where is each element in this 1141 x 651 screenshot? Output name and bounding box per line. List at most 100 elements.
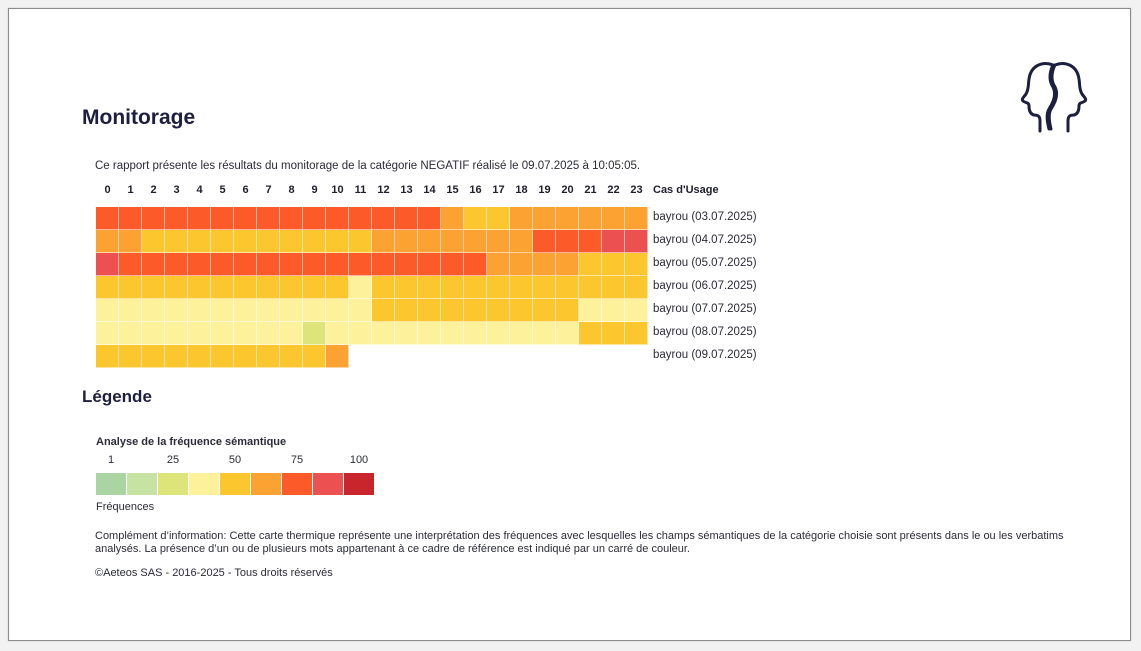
heatmap-cell xyxy=(165,253,188,276)
heatmap-cell xyxy=(602,230,625,253)
heatmap-cell xyxy=(464,322,487,345)
heatmap-cell xyxy=(165,322,188,345)
heatmap-cell xyxy=(372,207,395,230)
heatmap-cell xyxy=(326,322,349,345)
heatmap-cell xyxy=(395,230,418,253)
heatmap-cell xyxy=(211,322,234,345)
heatmap-cell xyxy=(579,322,602,345)
heatmap-cell xyxy=(326,207,349,230)
hour-label: 16 xyxy=(469,184,482,196)
report-page: Monitorage Ce rapport présente les résul… xyxy=(8,8,1131,641)
heatmap-cell xyxy=(257,230,280,253)
heatmap-cell xyxy=(234,207,257,230)
heatmap-cell xyxy=(188,276,211,299)
heatmap-cell xyxy=(464,207,487,230)
hour-label: 13 xyxy=(400,184,413,196)
heatmap-cell xyxy=(326,276,349,299)
legend-color-scale xyxy=(96,473,375,495)
hour-label: 12 xyxy=(377,184,390,196)
heatmap-cell xyxy=(510,207,533,230)
heatmap-cell xyxy=(556,299,579,322)
info-note: Complément d’information: Cette carte th… xyxy=(95,530,1064,555)
heatmap-cell xyxy=(188,299,211,322)
heatmap-cell xyxy=(211,299,234,322)
heatmap-cell xyxy=(349,276,372,299)
report-intro: Ce rapport présente les résultats du mon… xyxy=(95,160,641,172)
heatmap-cell xyxy=(165,299,188,322)
heatmap-cell xyxy=(510,276,533,299)
heatmap-cell xyxy=(579,207,602,230)
heatmap-cell xyxy=(441,253,464,276)
heatmap-cell xyxy=(602,207,625,230)
heatmap-cell xyxy=(234,299,257,322)
heatmap-cell xyxy=(464,299,487,322)
use-case-label: bayrou (03.07.2025) xyxy=(653,211,757,223)
heatmap-cell xyxy=(96,322,119,345)
heatmap-cell xyxy=(96,276,119,299)
heatmap-cell xyxy=(487,230,510,253)
hour-label: 8 xyxy=(288,184,295,196)
heatmap-cell xyxy=(464,276,487,299)
heatmap-cell xyxy=(165,230,188,253)
heatmap-cell xyxy=(372,276,395,299)
legend-swatch xyxy=(96,473,126,495)
heatmap-cell xyxy=(602,322,625,345)
heatmap-cell xyxy=(142,207,165,230)
heatmap-cell xyxy=(280,299,303,322)
legend-tick: 50 xyxy=(228,454,242,466)
legend-subtitle: Analyse de la fréquence sémantique xyxy=(96,436,287,448)
heatmap-cell xyxy=(395,322,418,345)
heatmap-cell xyxy=(349,253,372,276)
heatmap-cell xyxy=(234,230,257,253)
heatmap-cell xyxy=(119,345,142,368)
hour-label: 20 xyxy=(561,184,574,196)
heatmap-cell xyxy=(510,322,533,345)
heatmap-cell xyxy=(280,230,303,253)
heatmap-cell xyxy=(211,345,234,368)
legend-ticks: 1 25 50 75 100 xyxy=(96,454,376,468)
heatmap-cell xyxy=(441,299,464,322)
hour-label: 4 xyxy=(196,184,203,196)
hour-label: 14 xyxy=(423,184,436,196)
heatmap-cell xyxy=(487,207,510,230)
heatmap-cell xyxy=(533,299,556,322)
heatmap-cell xyxy=(372,322,395,345)
heatmap-cell xyxy=(188,345,211,368)
legend-tick: 100 xyxy=(349,454,369,466)
heatmap-cell xyxy=(119,299,142,322)
heatmap-cell xyxy=(487,322,510,345)
hour-label: 9 xyxy=(311,184,318,196)
heatmap-cell xyxy=(96,299,119,322)
heatmap-cell xyxy=(142,345,165,368)
heatmap-cell xyxy=(464,230,487,253)
heatmap-cell xyxy=(441,322,464,345)
legend-swatch xyxy=(158,473,188,495)
hour-label: 19 xyxy=(538,184,551,196)
heatmap-cell xyxy=(211,230,234,253)
heatmap-cell xyxy=(533,253,556,276)
heatmap-cell xyxy=(280,322,303,345)
heatmap-cell xyxy=(372,230,395,253)
legend-swatch xyxy=(313,473,343,495)
legend-swatch xyxy=(344,473,374,495)
heatmap-cell xyxy=(441,207,464,230)
heatmap-cell xyxy=(142,253,165,276)
legend-swatch xyxy=(282,473,312,495)
heatmap-cell xyxy=(142,299,165,322)
heatmap-cell xyxy=(188,230,211,253)
heatmap-cell xyxy=(533,230,556,253)
use-case-label: bayrou (08.07.2025) xyxy=(653,326,757,338)
heatmap-cell xyxy=(625,230,648,253)
copyright: ©Aeteos SAS - 2016-2025 - Tous droits ré… xyxy=(95,567,333,579)
heatmap-cell xyxy=(326,345,349,368)
legend-swatch xyxy=(220,473,250,495)
heatmap-cell xyxy=(556,230,579,253)
heatmap-cell xyxy=(625,276,648,299)
hour-label: 21 xyxy=(584,184,597,196)
heatmap-cell xyxy=(96,345,119,368)
heatmap-cell xyxy=(211,276,234,299)
heatmap-cell xyxy=(280,345,303,368)
heatmap-cell xyxy=(142,322,165,345)
heatmap-cell xyxy=(349,207,372,230)
heatmap-cell xyxy=(418,322,441,345)
